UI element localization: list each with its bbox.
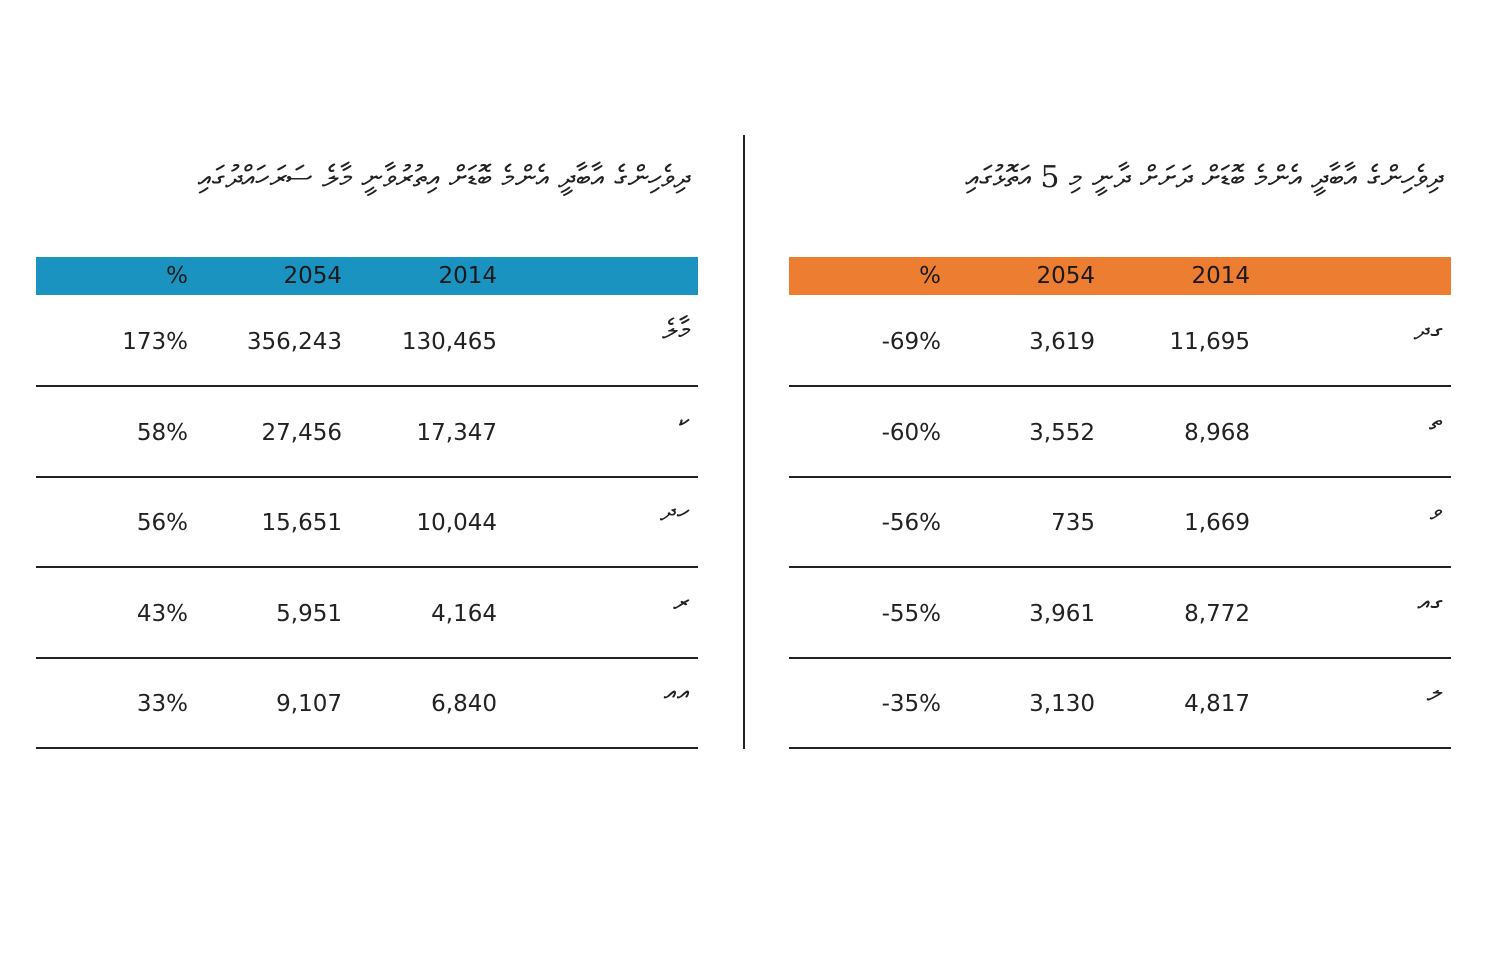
- table-title: ދިވެހިންގެ އާބާދީ އެންމެ ބޮޑަށް އިތުރުވާ…: [197, 160, 690, 195]
- header-cell: 2014: [438, 263, 497, 289]
- cell-value: 1,669: [1184, 510, 1250, 536]
- cell-value: 3,961: [1029, 600, 1095, 627]
- header-cell: 2054: [1036, 263, 1095, 289]
- table-row: ވ 1,669 735 -56%: [789, 478, 1451, 568]
- table-row: މާލެ 130,465 356,243 173%: [36, 297, 698, 387]
- cell-value: 56%: [136, 510, 188, 536]
- cell-value: 173%: [122, 329, 188, 355]
- cell-value: 5,951: [276, 600, 342, 627]
- table-row: ތ 8,968 3,552 -60%: [789, 388, 1451, 478]
- cell-value: 9,107: [276, 691, 342, 717]
- cell-value: 735: [1051, 510, 1095, 536]
- row-label: މާލެ: [662, 313, 690, 346]
- table-title: ދިވެހިންގެ އާބާދީ އެންމެ ބޮޑަށް ދަށަށް ދ…: [965, 160, 1443, 195]
- cell-value: -56%: [881, 510, 941, 536]
- cell-value: 4,164: [431, 600, 497, 627]
- cell-value: 10,044: [416, 510, 497, 536]
- row-label: ރ: [673, 584, 690, 618]
- row-label: ގއ: [1417, 584, 1443, 618]
- row-label: ހދ: [659, 494, 690, 527]
- row-label: ވ: [1429, 494, 1443, 527]
- table-row: ގދ 11,695 3,619 -69%: [789, 297, 1451, 387]
- table-row: ލ 4,817 3,130 -35%: [789, 659, 1451, 749]
- table-row: ކ 17,347 27,456 58%: [36, 388, 698, 478]
- cell-value: 58%: [136, 419, 188, 446]
- cell-value: 4,817: [1184, 691, 1250, 717]
- table-panel: ދިވެހިންގެ އާބާދީ އެންމެ ބޮޑަށް އިތުރުވާ…: [36, 160, 698, 750]
- cell-value: 33%: [136, 691, 188, 717]
- cell-value: 15,651: [261, 510, 342, 536]
- table-row: ގއ 8,772 3,961 -55%: [789, 569, 1451, 659]
- cell-value: -60%: [881, 419, 941, 446]
- cell-value: 356,243: [246, 329, 342, 355]
- header-cell: %: [919, 263, 941, 289]
- cell-value: 17,347: [416, 419, 497, 446]
- cell-value: 130,465: [401, 329, 497, 355]
- divider: [743, 135, 745, 749]
- cell-value: 3,619: [1029, 329, 1095, 355]
- table-panel: ދިވެހިންގެ އާބާދީ އެންމެ ބޮޑަށް ދަށަށް ދ…: [789, 160, 1451, 750]
- row-label: ގދ: [1413, 313, 1443, 346]
- table-row: އއ 6,840 9,107 33%: [36, 659, 698, 749]
- row-label: ކ: [678, 403, 690, 437]
- cell-value: 6,840: [431, 691, 497, 717]
- cell-value: -35%: [881, 691, 941, 717]
- table-row: ހދ 10,044 15,651 56%: [36, 478, 698, 568]
- cell-value: -69%: [881, 329, 941, 355]
- row-label: އއ: [663, 675, 690, 708]
- header-cell: 2014: [1191, 263, 1250, 289]
- cell-value: -55%: [881, 600, 941, 627]
- cell-value: 11,695: [1169, 329, 1250, 355]
- row-label: ތ: [1428, 403, 1443, 437]
- cell-value: 8,968: [1184, 419, 1250, 446]
- cell-value: 3,130: [1029, 691, 1095, 717]
- cell-value: 8,772: [1184, 600, 1250, 627]
- header-bar: 2014 2054%: [36, 257, 698, 295]
- cell-value: 27,456: [261, 419, 342, 446]
- header-cell: %: [166, 263, 188, 289]
- header-cell: 2054: [283, 263, 342, 289]
- table-row: ރ 4,164 5,951 43%: [36, 569, 698, 659]
- row-label: ލ: [1426, 675, 1443, 708]
- header-bar: 2014 2054%: [789, 257, 1451, 295]
- cell-value: 43%: [136, 600, 188, 627]
- cell-value: 3,552: [1029, 419, 1095, 446]
